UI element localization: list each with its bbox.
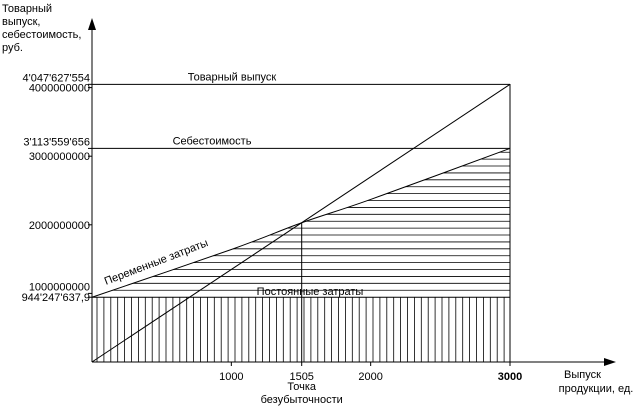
series-lines bbox=[91, 83, 511, 363]
y-tick-label: 944'247'637,9 bbox=[22, 292, 90, 304]
y-axis-title-line: себестоимость, bbox=[2, 29, 81, 41]
x-tick-label: 1000 bbox=[219, 371, 243, 383]
x-axis-title-line: продукции, ед. bbox=[559, 383, 634, 395]
x-tick-label: 1505 bbox=[289, 371, 313, 383]
y-tick-label: 1000000000 bbox=[29, 281, 90, 293]
x-tick-label: 2000 bbox=[358, 371, 382, 383]
axes bbox=[88, 18, 616, 366]
y-axis-title-line: выпуск, bbox=[2, 16, 40, 28]
variable-costs-hatch bbox=[92, 151, 510, 291]
fixed-costs-label: Постоянные затраты bbox=[257, 286, 364, 298]
y-axis-arrow bbox=[88, 18, 96, 30]
x-axis-title: Выпуск продукции, ед. bbox=[559, 369, 634, 395]
x-axis-ticks: 1000 1505 2000 3000 bbox=[219, 362, 522, 383]
y-axis-title-line: руб. bbox=[2, 42, 23, 54]
fixed-costs-hatch bbox=[96, 297, 505, 362]
cost-curve bbox=[91, 147, 511, 298]
x-axis-arrow bbox=[604, 358, 616, 366]
y-tick-label: 4000000000 bbox=[29, 83, 90, 95]
y-tick-label: 2000000000 bbox=[29, 220, 90, 232]
y-tick-label: 4'047'627'554 bbox=[23, 72, 90, 84]
y-tick-label: 3000000000 bbox=[29, 151, 90, 163]
cost-line-label: Себестоимость bbox=[173, 135, 252, 147]
break-even-label: Точка безубыточности bbox=[261, 381, 343, 406]
revenue-line-label: Товарный выпуск bbox=[188, 71, 277, 83]
y-tick-label: 3'113'559'656 bbox=[23, 136, 90, 148]
break-even-label-line: Точка bbox=[287, 381, 317, 393]
break-even-label-line: безубыточности bbox=[261, 394, 343, 406]
y-axis-title: Товарный выпуск, себестоимость, руб. bbox=[2, 3, 85, 54]
guide-lines bbox=[92, 83, 511, 362]
x-axis-title-line: Выпуск bbox=[564, 369, 601, 381]
y-axis-title-line: Товарный bbox=[2, 3, 52, 15]
x-tick-label: 3000 bbox=[498, 371, 522, 383]
